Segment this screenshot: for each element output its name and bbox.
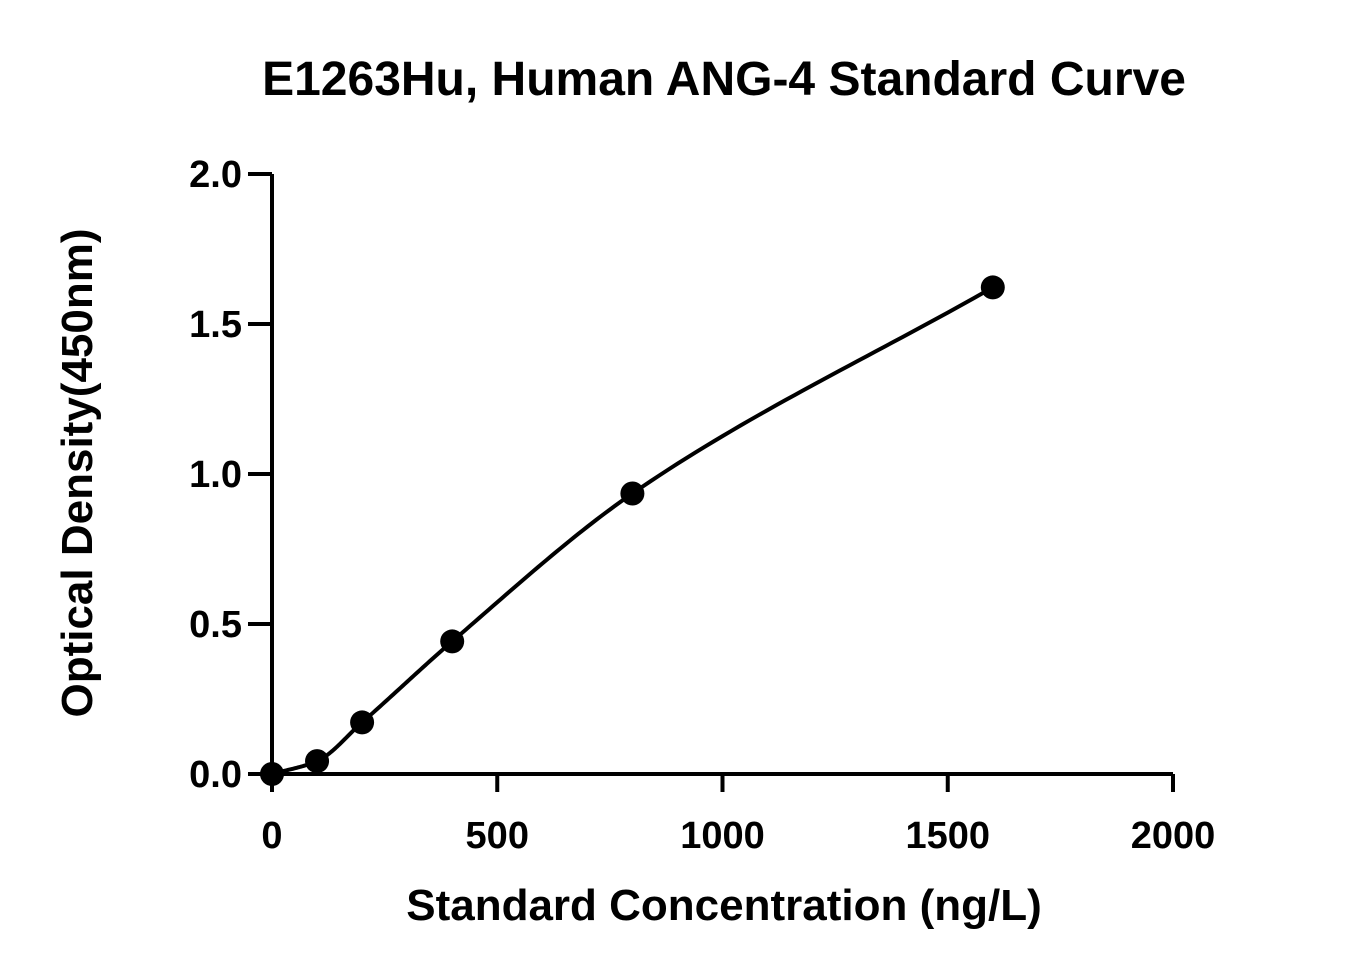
y-tick-label: 1.5 [189,304,242,346]
y-tick-label: 2.0 [189,154,242,196]
data-point [980,275,1005,300]
data-point [260,762,284,786]
data-points [260,275,1005,786]
data-point [440,629,465,654]
data-point [305,749,330,774]
y-tick-label: 0.5 [189,604,242,646]
data-point [350,710,375,735]
chart-title: E1263Hu, Human ANG-4 Standard Curve [262,53,1186,106]
y-tick-label: 1.0 [189,454,242,496]
x-tick-label: 1500 [905,815,990,857]
tick-labels: 0 500 1000 1500 2000 0.0 0.5 1.0 1.5 2.0 [189,154,1215,857]
x-tick-label: 2000 [1131,815,1216,857]
y-tick-label: 0.0 [189,754,242,796]
x-tick-label: 0 [261,815,282,857]
x-axis-label: Standard Concentration (ng/L) [406,881,1042,930]
x-tick-label: 1000 [680,815,765,857]
data-point [620,481,645,506]
fit-curve [271,285,994,776]
x-tick-label: 500 [466,815,529,857]
y-axis-label: Optical Density(450nm) [53,228,102,717]
